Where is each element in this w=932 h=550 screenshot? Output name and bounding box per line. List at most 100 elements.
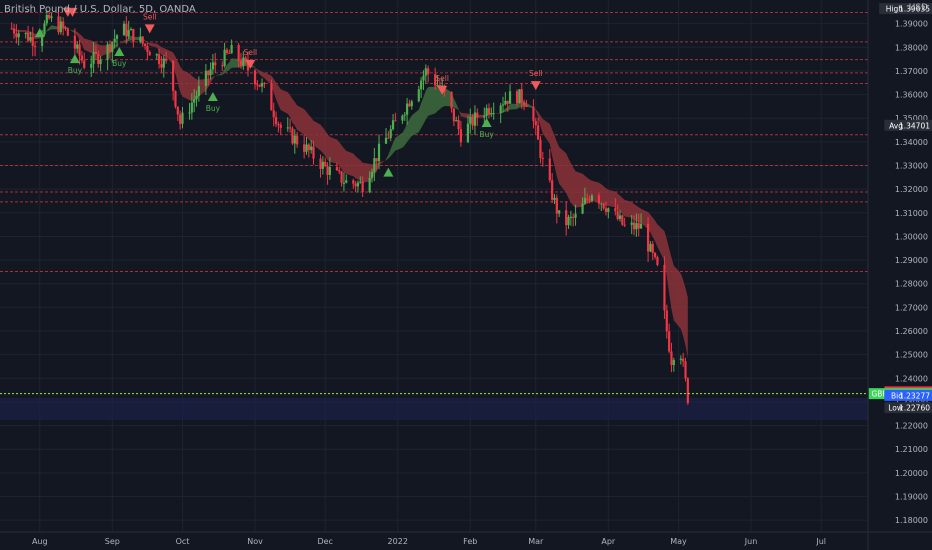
candle-body [452, 108, 455, 122]
candle-body [12, 28, 16, 34]
cloud-bull-segment [386, 86, 461, 161]
candle-body [258, 84, 261, 87]
candle-body [665, 310, 668, 332]
price-tags: High1.39635Avg1.34701Ask1.23427GBPUSD1.2… [868, 3, 932, 414]
candle-body [62, 21, 65, 28]
candle-body [572, 216, 575, 218]
y-tick-label: 1.25000 [895, 351, 928, 360]
candle-body [274, 117, 278, 125]
y-tick-label: 1.27000 [895, 303, 928, 312]
candle-body [115, 35, 119, 39]
candle-body [476, 112, 479, 118]
buy-signal-arrow [481, 117, 492, 127]
candle-body [384, 137, 388, 144]
candle-body [286, 127, 289, 129]
candle-body [520, 89, 523, 103]
candle-body [389, 129, 392, 138]
candle-body [361, 181, 364, 193]
y-tick-label: 1.20000 [895, 469, 928, 478]
candle-body [623, 224, 626, 226]
candle-body [157, 54, 161, 65]
candle-body [239, 60, 243, 66]
candle-body [155, 54, 158, 56]
candle-body [197, 86, 200, 96]
candle-body [181, 112, 184, 124]
currency-label[interactable]: USD [908, 3, 928, 13]
candle-body [541, 158, 544, 160]
price-tag-value: 1.39635 [899, 5, 930, 14]
y-tick-label: 1.34000 [895, 138, 928, 147]
candle-body [356, 182, 360, 187]
candle-body [586, 198, 589, 200]
candle-body [24, 33, 27, 35]
candle-body [639, 223, 643, 229]
candle-body [90, 63, 93, 68]
candle-body [663, 264, 666, 311]
candle-body [312, 146, 315, 159]
candle-body [256, 84, 259, 86]
candle-body [319, 158, 322, 169]
candle-body [270, 83, 273, 111]
candle-body [649, 243, 652, 252]
candle-body [682, 358, 685, 362]
sell-signal-label: Sell [143, 12, 157, 21]
candle-body [518, 89, 521, 104]
candle-body [553, 197, 556, 200]
price-tag-value: 1.23277 [899, 391, 930, 400]
candle-body [492, 113, 495, 115]
y-tick-label: 1.39000 [895, 20, 928, 29]
candle-body [195, 95, 198, 100]
candle-body [125, 23, 128, 37]
symbol-title: British Pound / U.S. Dollar, 5D, OANDA [4, 4, 196, 15]
buy-signal-label: Buy [206, 104, 221, 113]
candle-body [532, 106, 535, 121]
candle-body [80, 55, 83, 61]
price-tag-label-bg [884, 402, 906, 414]
candle-body [188, 112, 191, 114]
candle-body [424, 68, 427, 76]
x-tick-label: Nov [247, 537, 263, 546]
candle-body [569, 216, 572, 218]
candle-body [420, 80, 423, 90]
candle-body [637, 223, 640, 229]
candle-body [223, 49, 226, 67]
candle-body [31, 36, 34, 46]
sell-signal-arrow [437, 85, 448, 95]
candle-body [473, 112, 477, 126]
candle-body [551, 180, 554, 200]
candle-body [616, 211, 619, 219]
price-tag-label-bg [884, 119, 906, 131]
candle-body [244, 57, 247, 62]
candle-body [92, 51, 95, 64]
candle-body [483, 115, 486, 118]
cloud-bear-segment [257, 69, 386, 183]
candle-body [373, 158, 376, 172]
buy-signal-arrow [114, 47, 125, 57]
candle-body [590, 195, 594, 201]
price-tag-value-bg [906, 389, 932, 401]
candle-body [293, 135, 296, 144]
candle-body [83, 60, 86, 68]
candle-body [225, 49, 229, 53]
candle-body [490, 113, 493, 115]
candle-body [160, 64, 163, 68]
x-tick-label: Jul [815, 537, 826, 546]
candle-body [668, 331, 671, 352]
candle-body [537, 125, 540, 140]
x-tick-label: May [670, 537, 687, 546]
candle-body [485, 108, 488, 116]
y-tick-label: 1.36000 [895, 91, 928, 100]
y-tick-label: 1.26000 [895, 327, 928, 336]
candle-body [165, 58, 168, 61]
candle-body [504, 100, 507, 105]
candle-body [370, 171, 374, 178]
candle-body [670, 351, 673, 366]
candle-body [686, 378, 689, 404]
buy-signal-arrow [383, 167, 394, 177]
candle-body [26, 33, 30, 41]
sell-signal-arrow [144, 24, 155, 34]
candle-body [162, 58, 165, 68]
candle-body [574, 213, 577, 218]
